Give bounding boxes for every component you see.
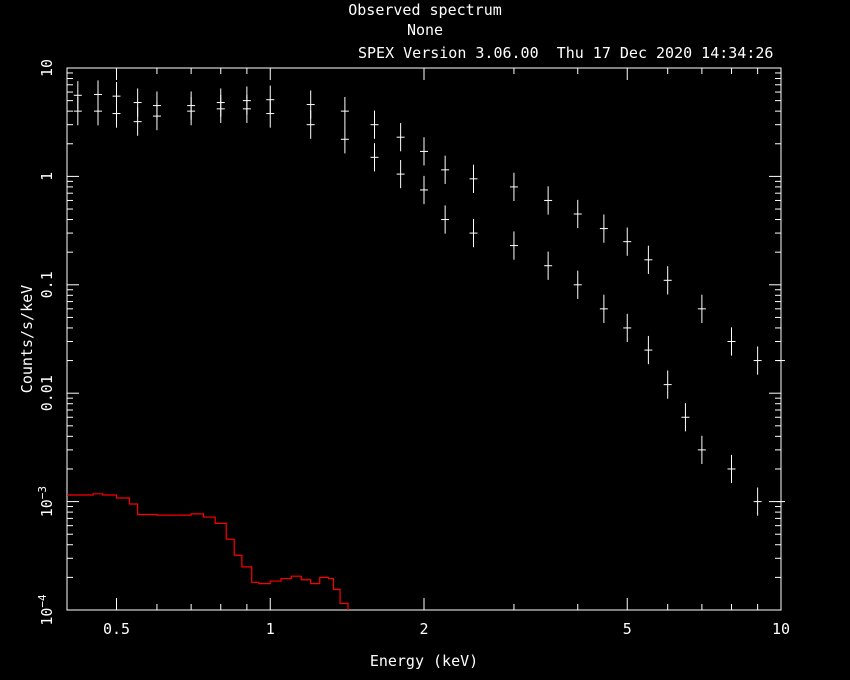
series-layer <box>67 80 785 610</box>
data-point <box>573 270 582 299</box>
y-tick-label: 10−3 <box>36 486 56 517</box>
data-point <box>697 294 706 323</box>
y-tick-exponent: −4 <box>36 594 49 608</box>
version-line: SPEX Version 3.06.00 Thu 17 Dec 2020 14:… <box>358 44 774 62</box>
data-point <box>340 97 349 126</box>
y-tick-label: 10−4 <box>36 594 56 626</box>
data-point <box>112 99 121 128</box>
data-point <box>420 137 428 166</box>
data-point <box>697 435 706 465</box>
data-point <box>573 199 582 229</box>
data-point <box>727 454 736 484</box>
data-point <box>187 97 196 126</box>
y-tick-label: 10 <box>38 59 56 77</box>
x-tick-label: 2 <box>419 620 428 638</box>
data-point <box>396 123 405 152</box>
model-step-line <box>67 493 349 610</box>
chart-title: Observed spectrum <box>348 1 502 19</box>
data-point <box>242 94 251 123</box>
x-tick-label: 5 <box>623 620 632 638</box>
data-point <box>644 335 653 365</box>
data-point <box>544 251 553 280</box>
data-point <box>623 313 632 343</box>
x-tick-label: 10 <box>772 620 790 638</box>
data-point <box>152 101 161 131</box>
y-axis: 10 1 0.1 0.01 10−3 10−4 <box>36 59 781 626</box>
data-point <box>663 266 672 295</box>
data-point <box>753 346 762 375</box>
x-tick-label: 0.5 <box>103 620 130 638</box>
y-tick-label: 1 <box>38 172 56 181</box>
data-point <box>777 487 785 516</box>
data-point <box>644 245 653 274</box>
data-point <box>306 110 315 139</box>
data-point <box>441 205 450 234</box>
data-point <box>599 214 608 243</box>
data-point <box>133 107 142 136</box>
data-point <box>469 218 478 248</box>
data-point <box>73 97 82 126</box>
data-point <box>623 227 632 256</box>
data-point <box>396 159 405 189</box>
data-point <box>340 125 349 154</box>
data-point <box>216 94 225 123</box>
data-point <box>420 175 428 205</box>
chart-subtitle: None <box>406 21 444 39</box>
data-point <box>441 155 450 184</box>
data-point <box>599 294 608 323</box>
data-point <box>544 186 553 215</box>
y-axis-label: Counts/s/keV <box>18 285 36 393</box>
y-tick-label: 0.01 <box>38 375 56 411</box>
x-tick-label: 1 <box>266 620 275 638</box>
data-point <box>663 370 672 399</box>
data-point <box>753 487 762 516</box>
data-point <box>509 231 518 260</box>
x-axis-label: Energy (keV) <box>370 652 478 670</box>
data-point <box>681 403 690 432</box>
y-tick-exponent: −3 <box>36 486 49 499</box>
y-tick-label: 0.1 <box>38 271 56 298</box>
data-point <box>777 346 785 375</box>
data-point <box>94 97 103 126</box>
data-point <box>509 172 518 202</box>
x-axis: 0.5 1 2 5 10 <box>66 68 790 638</box>
data-point <box>266 99 275 128</box>
data-point <box>370 143 379 172</box>
data-point <box>469 164 478 193</box>
data-point <box>370 110 379 139</box>
data-point <box>727 327 736 356</box>
